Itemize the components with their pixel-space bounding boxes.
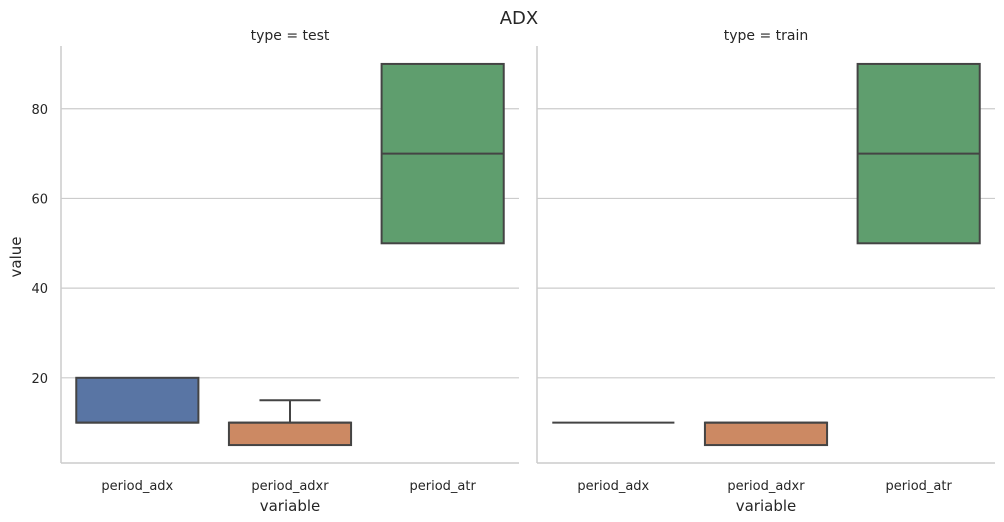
facet-panel-0: type = test 20 40 60 80 period_adx period_adxr… bbox=[31, 28, 519, 515]
box-period_adxr bbox=[703, 421, 829, 447]
x-axis-label: variable bbox=[736, 497, 797, 515]
x-tick-label: period_atr bbox=[886, 479, 953, 494]
box-period_adxr bbox=[227, 399, 353, 447]
chart-title: ADX bbox=[500, 8, 539, 29]
x-tick-label: period_adx bbox=[101, 479, 173, 494]
box-body bbox=[75, 376, 200, 424]
y-axis-label: value bbox=[7, 237, 25, 278]
x-tick-label: period_atr bbox=[410, 479, 477, 494]
panel-title: type = test bbox=[251, 28, 330, 44]
x-tick-label: period_adxr bbox=[727, 479, 805, 494]
y-tick-label: 80 bbox=[31, 103, 48, 118]
x-tick-label: period_adxr bbox=[251, 479, 329, 494]
x-axis-label: variable bbox=[260, 497, 321, 515]
y-tick-label: 60 bbox=[31, 192, 48, 207]
box-period_atr bbox=[380, 62, 505, 245]
box-body bbox=[227, 421, 353, 447]
y-tick-label: 40 bbox=[31, 282, 48, 297]
y-tick-label: 20 bbox=[31, 372, 48, 387]
box-body bbox=[703, 421, 829, 447]
panel-title: type = train bbox=[724, 28, 809, 44]
facet-panel-1: type = train period_adx period_adxr period_… bbox=[536, 28, 995, 515]
x-tick-label: period_adx bbox=[577, 479, 649, 494]
box-period_atr bbox=[856, 62, 981, 245]
box-period_adx bbox=[75, 376, 200, 424]
